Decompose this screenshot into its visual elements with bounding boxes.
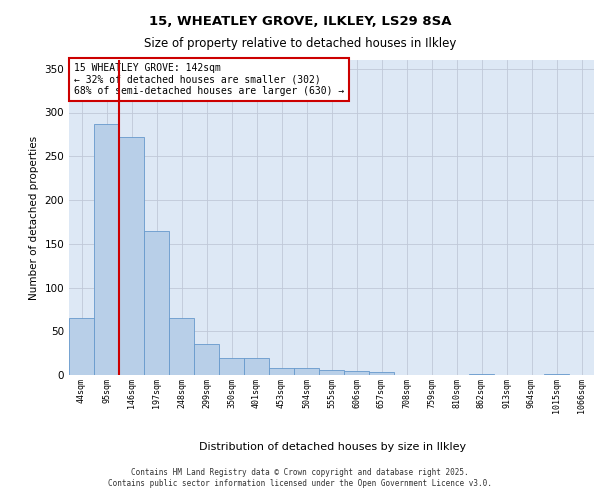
Bar [269,368,294,375]
Bar [369,372,394,375]
Bar [94,124,119,375]
Bar [169,318,194,375]
Text: 15, WHEATLEY GROVE, ILKLEY, LS29 8SA: 15, WHEATLEY GROVE, ILKLEY, LS29 8SA [149,15,451,28]
Bar [69,318,94,375]
Bar [344,370,369,375]
Bar [144,230,169,375]
Text: Distribution of detached houses by size in Ilkley: Distribution of detached houses by size … [199,442,467,452]
Bar [319,370,344,375]
Bar [219,358,244,375]
Text: Contains HM Land Registry data © Crown copyright and database right 2025.
Contai: Contains HM Land Registry data © Crown c… [108,468,492,487]
Text: 15 WHEATLEY GROVE: 142sqm
← 32% of detached houses are smaller (302)
68% of semi: 15 WHEATLEY GROVE: 142sqm ← 32% of detac… [74,63,344,96]
Bar [244,358,269,375]
Y-axis label: Number of detached properties: Number of detached properties [29,136,39,300]
Text: Size of property relative to detached houses in Ilkley: Size of property relative to detached ho… [144,38,456,51]
Bar [469,374,494,375]
Bar [119,137,144,375]
Bar [194,344,219,375]
Bar [544,374,569,375]
Bar [294,368,319,375]
